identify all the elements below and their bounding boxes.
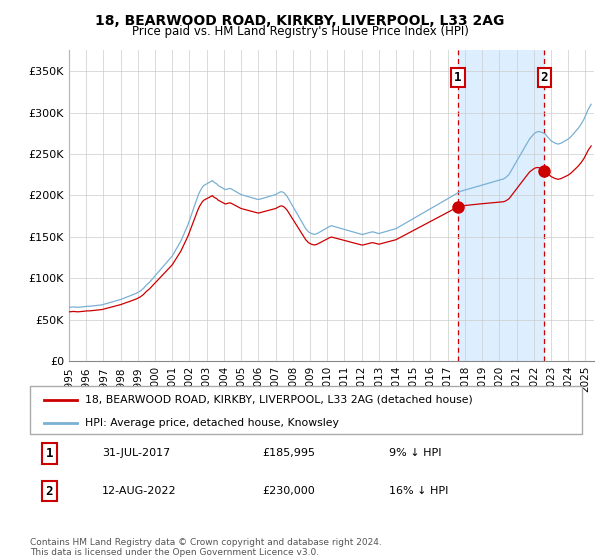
Text: Contains HM Land Registry data © Crown copyright and database right 2024.
This d: Contains HM Land Registry data © Crown c… [30,538,382,557]
Text: 2: 2 [46,485,53,498]
Text: 18, BEARWOOD ROAD, KIRKBY, LIVERPOOL, L33 2AG (detached house): 18, BEARWOOD ROAD, KIRKBY, LIVERPOOL, L3… [85,395,473,405]
Text: £230,000: £230,000 [262,486,314,496]
Text: Price paid vs. HM Land Registry's House Price Index (HPI): Price paid vs. HM Land Registry's House … [131,25,469,38]
Text: 9% ↓ HPI: 9% ↓ HPI [389,449,442,459]
Text: 16% ↓ HPI: 16% ↓ HPI [389,486,448,496]
Text: 12-AUG-2022: 12-AUG-2022 [102,486,176,496]
Text: HPI: Average price, detached house, Knowsley: HPI: Average price, detached house, Know… [85,418,339,428]
Text: £185,995: £185,995 [262,449,315,459]
Text: 1: 1 [46,447,53,460]
Bar [458,50,544,361]
FancyBboxPatch shape [30,386,582,434]
Text: 2: 2 [541,71,548,84]
Text: 18, BEARWOOD ROAD, KIRKBY, LIVERPOOL, L33 2AG: 18, BEARWOOD ROAD, KIRKBY, LIVERPOOL, L3… [95,14,505,28]
Text: 31-JUL-2017: 31-JUL-2017 [102,449,170,459]
Text: 1: 1 [454,71,461,84]
